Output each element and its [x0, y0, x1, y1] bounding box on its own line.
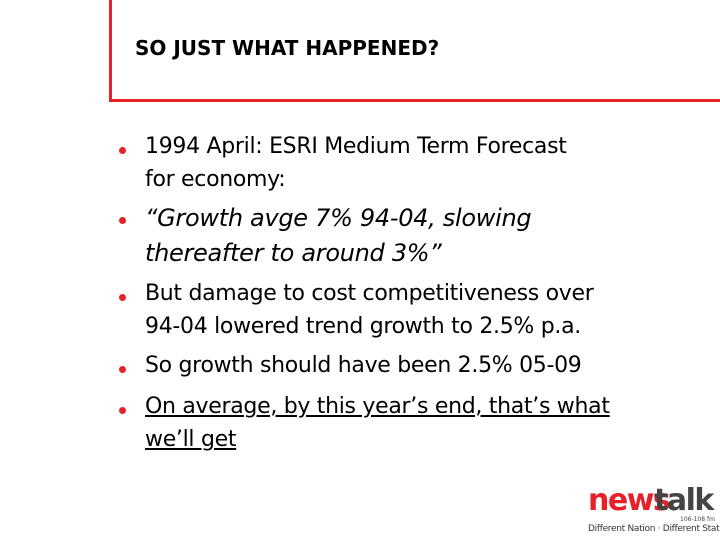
bullet-text: But damage to cost competitiveness over	[145, 281, 594, 306]
bullet-dot	[119, 407, 126, 414]
logo-talk: talk	[654, 483, 714, 518]
bullet-dot	[119, 147, 126, 154]
bullet-text: “Growth avge 7% 94-04, slowing	[145, 204, 532, 232]
bullet-text: On average, by this year’s end, that’s w…	[145, 394, 610, 419]
logo-frequency: 106-108 fm	[680, 516, 715, 523]
bullet-text: we’ll get	[145, 427, 237, 452]
accent-rule	[109, 99, 720, 102]
bullet-text: for economy:	[145, 167, 286, 192]
bullet-text: 94-04 lowered trend growth to 2.5% p.a.	[145, 314, 581, 339]
bullet-dot	[119, 294, 126, 301]
logo-tagline: Different Nation · Different Station	[588, 524, 720, 534]
bullet-dot	[119, 366, 126, 373]
bullet-text: So growth should have been 2.5% 05-09	[145, 353, 582, 378]
bullet-text: 1994 April: ESRI Medium Term Forecast	[145, 134, 567, 159]
bullet-text: thereafter to around 3%”	[145, 239, 442, 267]
bullet-dot	[119, 217, 126, 224]
logo-news: news	[588, 483, 671, 518]
slide-title: SO JUST WHAT HAPPENED?	[135, 36, 440, 60]
accent-bar	[109, 0, 112, 101]
